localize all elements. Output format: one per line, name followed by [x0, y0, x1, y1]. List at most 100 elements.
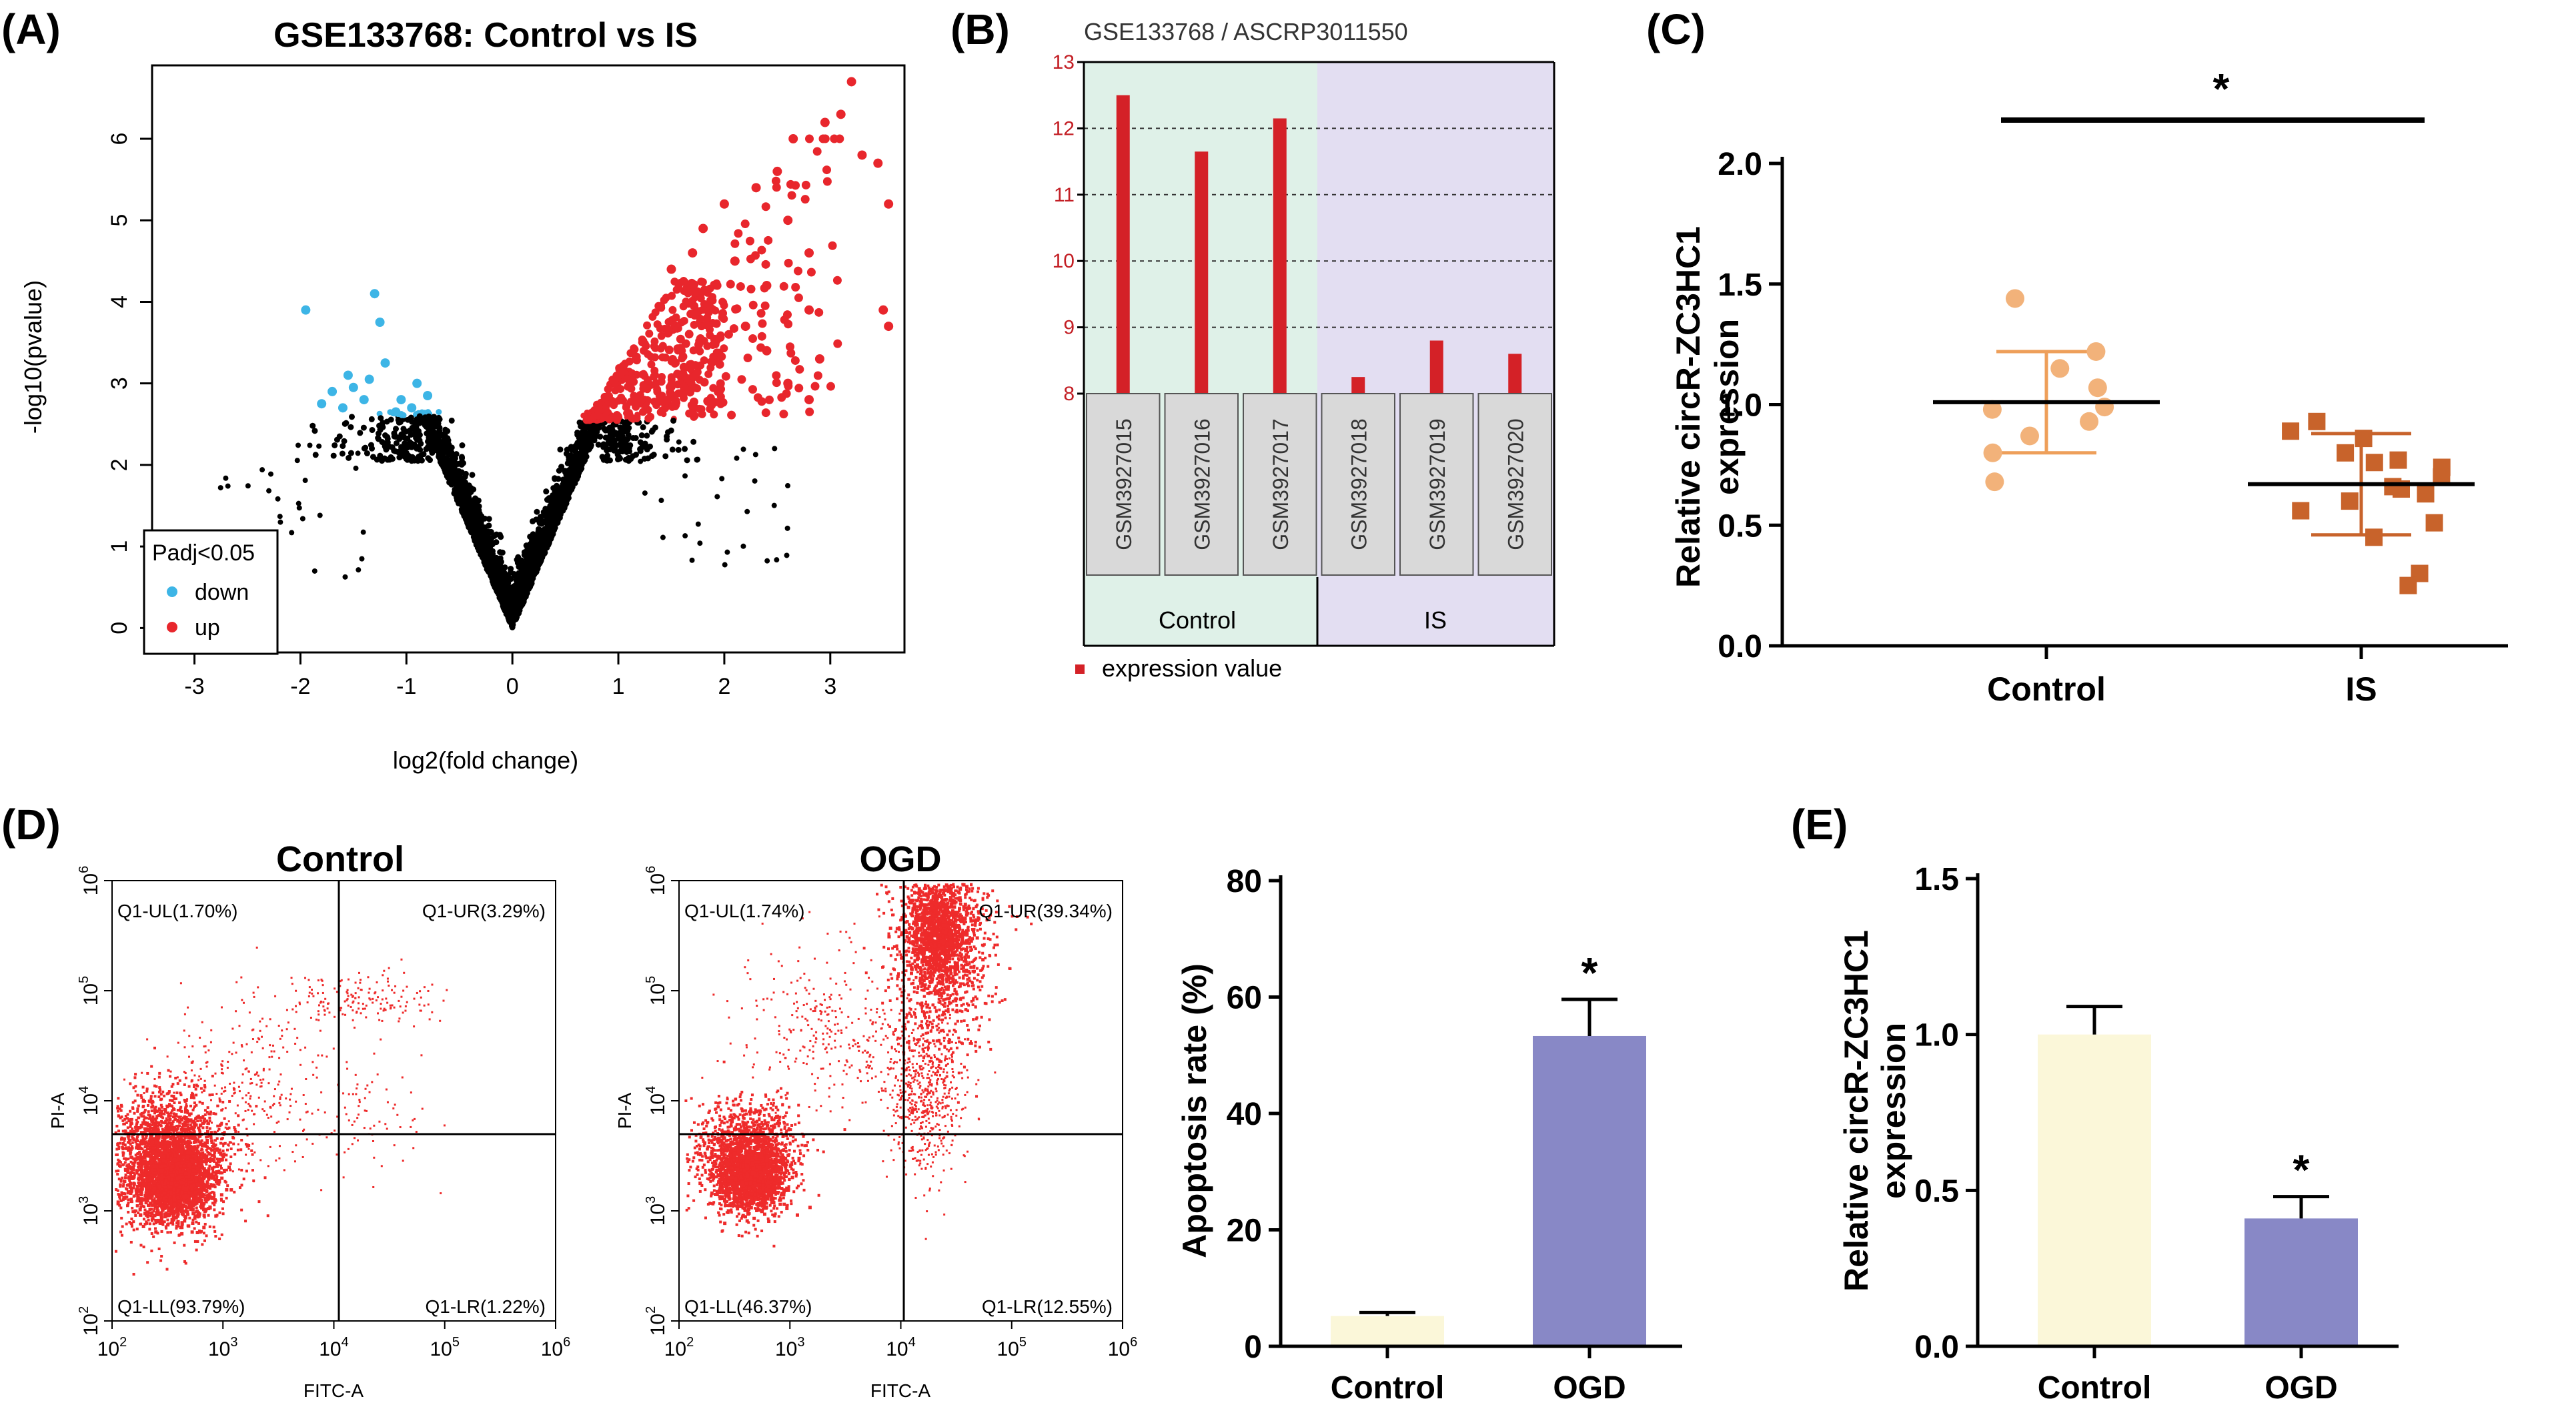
volcano-point: [649, 453, 656, 460]
volcano-x-tick-label: 2: [718, 674, 730, 699]
volcano-point: [601, 426, 608, 432]
volcano-point: [448, 417, 455, 424]
volcano-point: [408, 458, 415, 464]
volcano-up-point: [833, 339, 842, 348]
volcano-point: [630, 453, 636, 460]
volcano-point: [463, 484, 470, 491]
volcano-y-tick-label: 3: [107, 377, 132, 390]
flow-event: [232, 1142, 235, 1145]
volcano-up-point: [697, 405, 706, 414]
volcano-point: [359, 556, 365, 562]
volcano-up-point: [646, 352, 655, 361]
volcano-up-point: [751, 251, 760, 260]
volcano-up-point: [712, 281, 722, 290]
volcano-point: [527, 560, 534, 566]
volcano-up-point: [686, 310, 696, 319]
flow-event: [116, 1109, 119, 1113]
volcano-up-point: [732, 304, 742, 314]
volcano-point: [312, 452, 319, 458]
volcano-point: [684, 457, 690, 464]
volcano-point: [455, 479, 462, 486]
flow-event: [134, 1073, 137, 1076]
volcano-point: [475, 497, 482, 504]
volcano-point: [480, 530, 486, 537]
volcano-down-point: [396, 395, 406, 405]
volcano-y-label: -log10(pvalue): [19, 280, 47, 434]
flow-event: [163, 1094, 166, 1097]
volcano-up-point: [782, 389, 791, 398]
volcano-point: [259, 467, 265, 473]
flow-event: [136, 1184, 139, 1188]
flow-event: [136, 1204, 139, 1208]
flow-event: [206, 1106, 209, 1109]
volcano-up-point: [690, 372, 699, 382]
volcano-legend: Padj<0.05 down up: [143, 529, 279, 655]
flow-event: [125, 1121, 128, 1124]
volcano-point: [397, 419, 404, 426]
volcano-point: [670, 418, 677, 424]
volcano-point: [540, 552, 546, 558]
volcano-up-point: [756, 309, 766, 318]
volcano-point: [348, 424, 354, 430]
volcano-y-tick-label: 2: [107, 458, 132, 471]
flow-event: [183, 1260, 187, 1263]
expression-bar: [1508, 354, 1522, 394]
volcano-up-point: [657, 378, 666, 386]
sample-label: GSM3927017: [1269, 418, 1293, 550]
volcano-point: [540, 537, 547, 544]
flow-event: [132, 1220, 135, 1224]
flow-event: [157, 1095, 161, 1098]
dot-plot-control-point: [2086, 342, 2106, 361]
volcano-point: [348, 414, 355, 420]
volcano-point: [740, 446, 746, 452]
volcano-up-point: [800, 195, 810, 204]
dot-plot-y-tick-label: 0.0: [1718, 629, 1762, 664]
volcano-down-point: [338, 403, 348, 413]
volcano-point: [492, 564, 498, 571]
flow-event: [213, 1208, 216, 1212]
dot-plot-is-point: [2365, 454, 2383, 472]
flow-event: [188, 1216, 191, 1220]
volcano-point: [277, 514, 283, 520]
volcano-up-point: [698, 223, 708, 233]
volcano-point: [307, 442, 313, 448]
volcano-point: [469, 498, 476, 505]
flow-event: [133, 1076, 137, 1079]
volcano-up-point: [707, 358, 716, 367]
volcano-point: [414, 445, 420, 452]
expression-legend-label: expression value: [1102, 654, 1282, 682]
volcano-point: [697, 540, 703, 546]
volcano-point: [450, 459, 456, 466]
volcano-point: [579, 455, 586, 462]
legend-up-marker: [167, 622, 177, 632]
volcano-up-point: [658, 353, 667, 362]
volcano-up-point: [730, 239, 740, 248]
flow-event: [137, 1116, 141, 1119]
flow-event: [122, 1163, 125, 1166]
volcano-up-point: [764, 395, 774, 404]
flow-event: [201, 1101, 204, 1105]
volcano-point: [267, 471, 273, 477]
flow-event: [142, 1118, 145, 1121]
volcano-up-point: [748, 300, 758, 310]
volcano-point: [440, 461, 446, 468]
volcano-up-point: [721, 372, 730, 381]
dot-plot-control-point: [1985, 472, 2004, 492]
flow-event: [169, 1231, 172, 1234]
volcano-point: [459, 442, 466, 449]
volcano-up-point: [703, 342, 712, 350]
volcano-up-point: [707, 396, 716, 405]
volcano-point: [509, 617, 516, 624]
volcano-point: [398, 444, 405, 450]
volcano-up-point: [884, 322, 894, 332]
volcano-up-point: [748, 334, 758, 344]
flow-event: [169, 1075, 172, 1078]
volcano-up-point: [772, 378, 781, 388]
volcano-up-point: [748, 385, 757, 394]
volcano-up-point: [712, 319, 721, 328]
volcano-up-point: [680, 383, 689, 392]
flow-event: [126, 1170, 129, 1173]
volcano-y-tick-label: 6: [107, 133, 132, 145]
volcano-up-point: [679, 362, 688, 372]
flow-plot-control: Control Q1-UL(1.70%) Q1-UR(3.29%) Q1-LL(…: [47, 839, 570, 1401]
